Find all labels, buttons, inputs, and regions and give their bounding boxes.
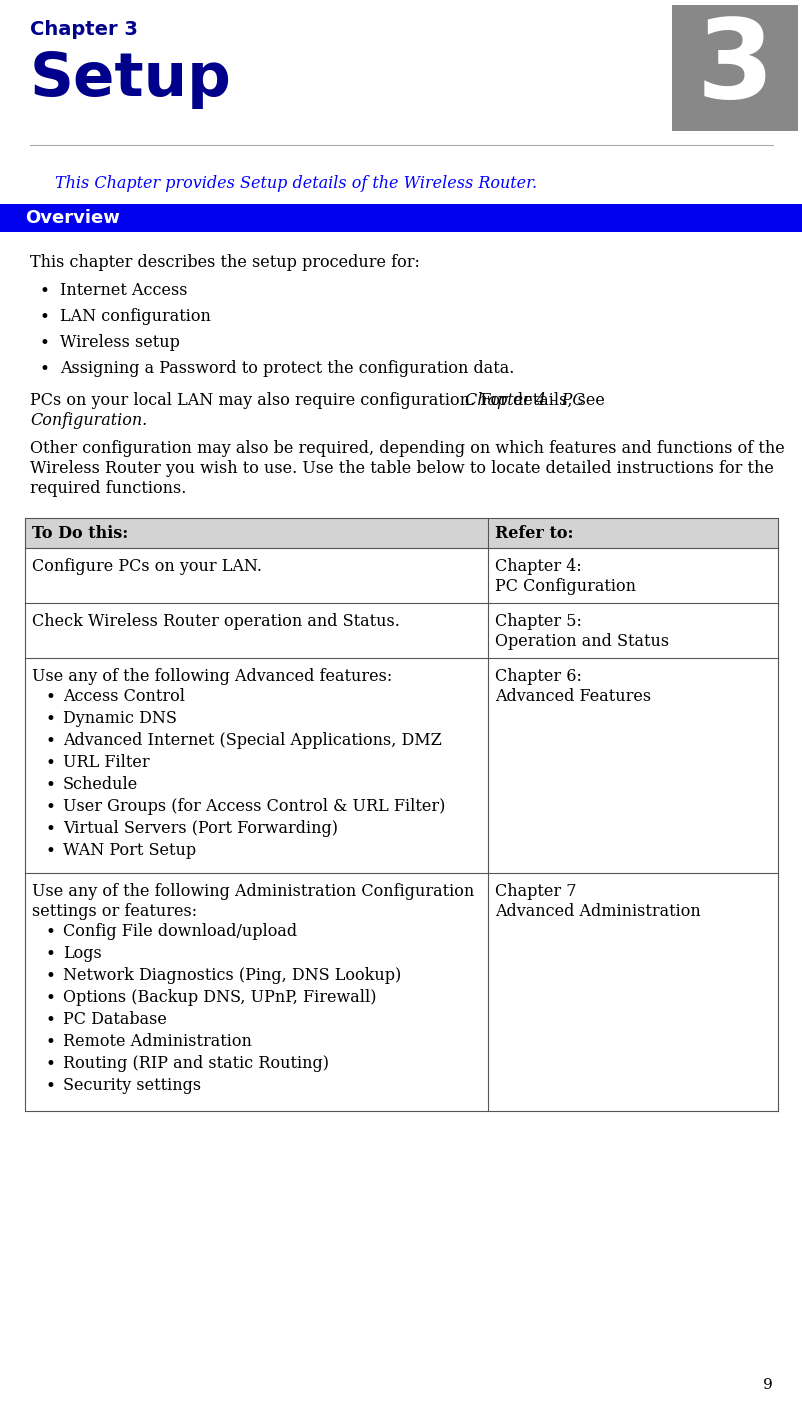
Text: Overview: Overview [25, 209, 119, 227]
Text: User Groups (for Access Control & URL Filter): User Groups (for Access Control & URL Fi… [63, 798, 445, 815]
Text: Assigning a Password to protect the configuration data.: Assigning a Password to protect the conf… [60, 360, 514, 377]
Text: Network Diagnostics (Ping, DNS Lookup): Network Diagnostics (Ping, DNS Lookup) [63, 967, 401, 984]
Text: Security settings: Security settings [63, 1077, 200, 1094]
Text: •: • [45, 1011, 55, 1029]
Text: •: • [45, 754, 55, 772]
Text: •: • [45, 988, 55, 1007]
Text: This chapter describes the setup procedure for:: This chapter describes the setup procedu… [30, 254, 419, 271]
Text: Chapter 4 - PC: Chapter 4 - PC [464, 393, 584, 409]
Text: Chapter 3: Chapter 3 [30, 20, 138, 40]
Text: Check Wireless Router operation and Status.: Check Wireless Router operation and Stat… [32, 613, 399, 630]
Text: •: • [45, 1034, 55, 1051]
Text: •: • [45, 710, 55, 729]
Text: LAN configuration: LAN configuration [60, 308, 211, 325]
Text: •: • [45, 688, 55, 706]
Bar [25, 518, 777, 548]
Bar [25, 548, 777, 603]
Text: Dynamic DNS: Dynamic DNS [63, 710, 176, 727]
Text: •: • [45, 945, 55, 963]
Text: Other configuration may also be required, depending on which features and functi: Other configuration may also be required… [30, 441, 784, 457]
Text: To Do this:: To Do this: [32, 524, 128, 541]
Text: required functions.: required functions. [30, 480, 186, 497]
Text: •: • [45, 731, 55, 750]
Text: Chapter 5:: Chapter 5: [495, 613, 581, 630]
Bar [25, 603, 777, 658]
Text: Options (Backup DNS, UPnP, Firewall): Options (Backup DNS, UPnP, Firewall) [63, 988, 376, 1005]
Bar [671, 6, 797, 131]
Text: •: • [45, 1055, 55, 1073]
Text: Operation and Status: Operation and Status [495, 633, 668, 650]
Text: 9: 9 [762, 1378, 772, 1392]
Text: Wireless Router you wish to use. Use the table below to locate detailed instruct: Wireless Router you wish to use. Use the… [30, 460, 773, 477]
Text: PCs on your local LAN may also require configuration. For details, see: PCs on your local LAN may also require c… [30, 393, 610, 409]
Text: •: • [45, 798, 55, 816]
Text: Configuration.: Configuration. [30, 412, 147, 429]
Text: URL Filter: URL Filter [63, 754, 149, 771]
Text: Access Control: Access Control [63, 688, 184, 705]
Text: •: • [39, 282, 49, 299]
Text: Refer to:: Refer to: [495, 524, 573, 541]
Text: Use any of the following Advanced features:: Use any of the following Advanced featur… [32, 668, 391, 685]
Text: Configure PCs on your LAN.: Configure PCs on your LAN. [32, 558, 261, 575]
Text: •: • [45, 967, 55, 986]
Text: This Chapter provides Setup details of the Wireless Router.: This Chapter provides Setup details of t… [55, 175, 537, 192]
Text: Routing (RIP and static Routing): Routing (RIP and static Routing) [63, 1055, 329, 1072]
Bar [0, 203, 802, 232]
Text: Remote Administration: Remote Administration [63, 1034, 252, 1051]
Text: Advanced Internet (Special Applications, DMZ: Advanced Internet (Special Applications,… [63, 731, 441, 748]
Text: Setup: Setup [30, 49, 232, 109]
Text: •: • [39, 308, 49, 326]
Text: •: • [39, 360, 49, 378]
Text: settings or features:: settings or features: [32, 904, 196, 921]
Text: PC Configuration: PC Configuration [495, 578, 635, 594]
Text: Schedule: Schedule [63, 777, 138, 794]
Text: •: • [45, 820, 55, 837]
Text: Use any of the following Administration Configuration: Use any of the following Administration … [32, 882, 474, 899]
Text: •: • [45, 1077, 55, 1094]
Text: PC Database: PC Database [63, 1011, 167, 1028]
Text: •: • [45, 923, 55, 940]
Text: Virtual Servers (Port Forwarding): Virtual Servers (Port Forwarding) [63, 820, 338, 837]
Text: •: • [45, 842, 55, 860]
Text: Advanced Features: Advanced Features [495, 688, 650, 705]
Text: Chapter 6:: Chapter 6: [495, 668, 581, 685]
Text: Internet Access: Internet Access [60, 282, 187, 299]
Bar [25, 873, 777, 1111]
Text: Advanced Administration: Advanced Administration [495, 904, 700, 921]
Text: WAN Port Setup: WAN Port Setup [63, 842, 196, 858]
Text: Wireless setup: Wireless setup [60, 335, 180, 352]
Bar [25, 658, 777, 873]
Text: Logs: Logs [63, 945, 102, 962]
Text: •: • [39, 335, 49, 352]
Text: Chapter 4:: Chapter 4: [495, 558, 581, 575]
Text: •: • [45, 777, 55, 794]
Text: 3: 3 [695, 14, 772, 121]
Text: Config File download/upload: Config File download/upload [63, 923, 297, 940]
Text: Chapter 7: Chapter 7 [495, 882, 576, 899]
